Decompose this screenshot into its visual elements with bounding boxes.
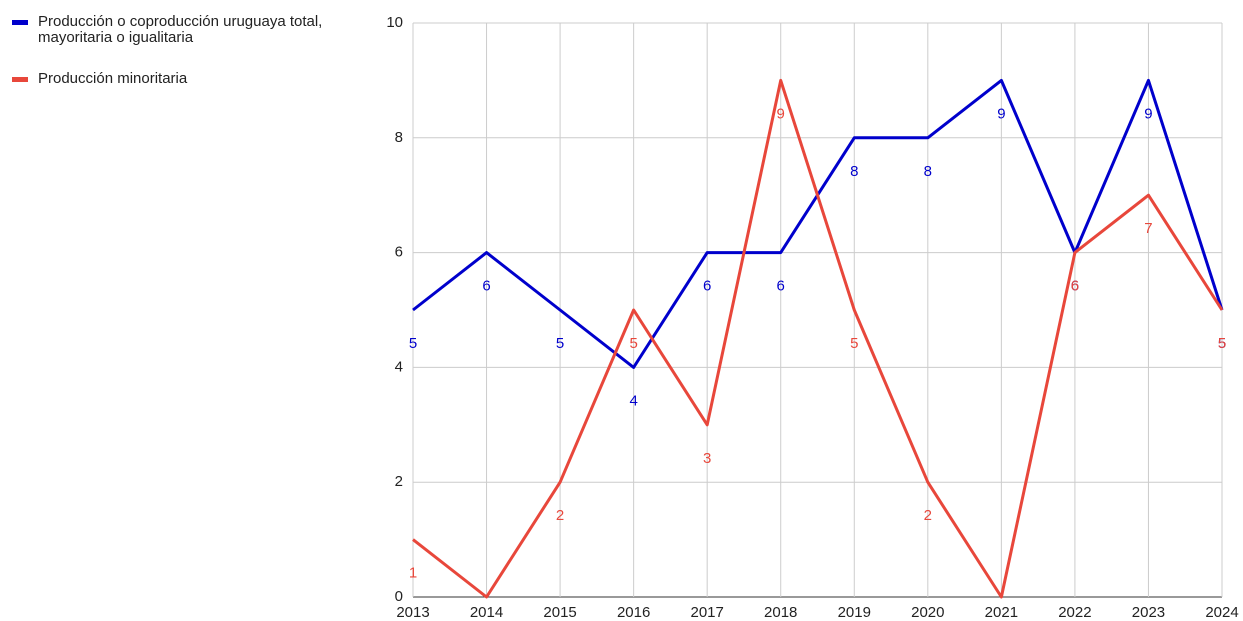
- data-label: 5: [409, 335, 417, 352]
- x-tick-label: 2020: [911, 604, 944, 621]
- y-tick-label: 8: [395, 129, 403, 146]
- data-label: 5: [850, 335, 858, 352]
- data-label: 6: [703, 278, 711, 295]
- data-label: 6: [1071, 278, 1079, 295]
- data-label: 6: [1071, 278, 1079, 295]
- data-label: 2: [924, 507, 932, 524]
- data-label: 8: [924, 163, 932, 180]
- legend-label: Producción minoritaria: [38, 70, 188, 87]
- x-tick-label: 2017: [690, 604, 723, 621]
- data-label: 9: [777, 105, 785, 122]
- data-label: 6: [777, 278, 785, 295]
- data-label: 8: [850, 163, 858, 180]
- x-tick-label: 2021: [985, 604, 1018, 621]
- data-label: 2: [556, 507, 564, 524]
- y-tick-label: 2: [395, 473, 403, 490]
- data-label: 9: [1144, 105, 1152, 122]
- x-tick-label: 2015: [543, 604, 576, 621]
- data-label: 5: [556, 335, 564, 352]
- x-tick-label: 2023: [1132, 604, 1165, 621]
- x-tick-label: 2022: [1058, 604, 1091, 621]
- data-label: 4: [629, 392, 637, 409]
- data-label: 5: [629, 335, 637, 352]
- x-tick-label: 2014: [470, 604, 503, 621]
- data-label: 5: [1218, 335, 1226, 352]
- x-tick-label: 2019: [838, 604, 871, 621]
- y-tick-label: 4: [395, 358, 403, 375]
- data-label: 1: [409, 565, 417, 582]
- data-label: 5: [1218, 335, 1226, 352]
- legend-swatch: [12, 77, 28, 82]
- line: [412, 78, 1224, 599]
- x-tick-label: 2013: [396, 604, 429, 621]
- y-tick-label: 0: [395, 588, 403, 605]
- data-label: 6: [482, 278, 490, 295]
- legend-label: Producción o coproducción uruguaya total…: [38, 13, 323, 46]
- y-tick-label: 10: [386, 14, 403, 31]
- x-tick-label: 2018: [764, 604, 797, 621]
- data-label: 3: [703, 450, 711, 467]
- y-tick-label: 6: [395, 244, 403, 261]
- x-tick-label: 2024: [1205, 604, 1238, 621]
- data-label: 9: [997, 105, 1005, 122]
- data-label: 7: [1144, 220, 1152, 237]
- legend-swatch: [12, 20, 28, 25]
- line: [412, 78, 1224, 369]
- x-tick-label: 2016: [617, 604, 650, 621]
